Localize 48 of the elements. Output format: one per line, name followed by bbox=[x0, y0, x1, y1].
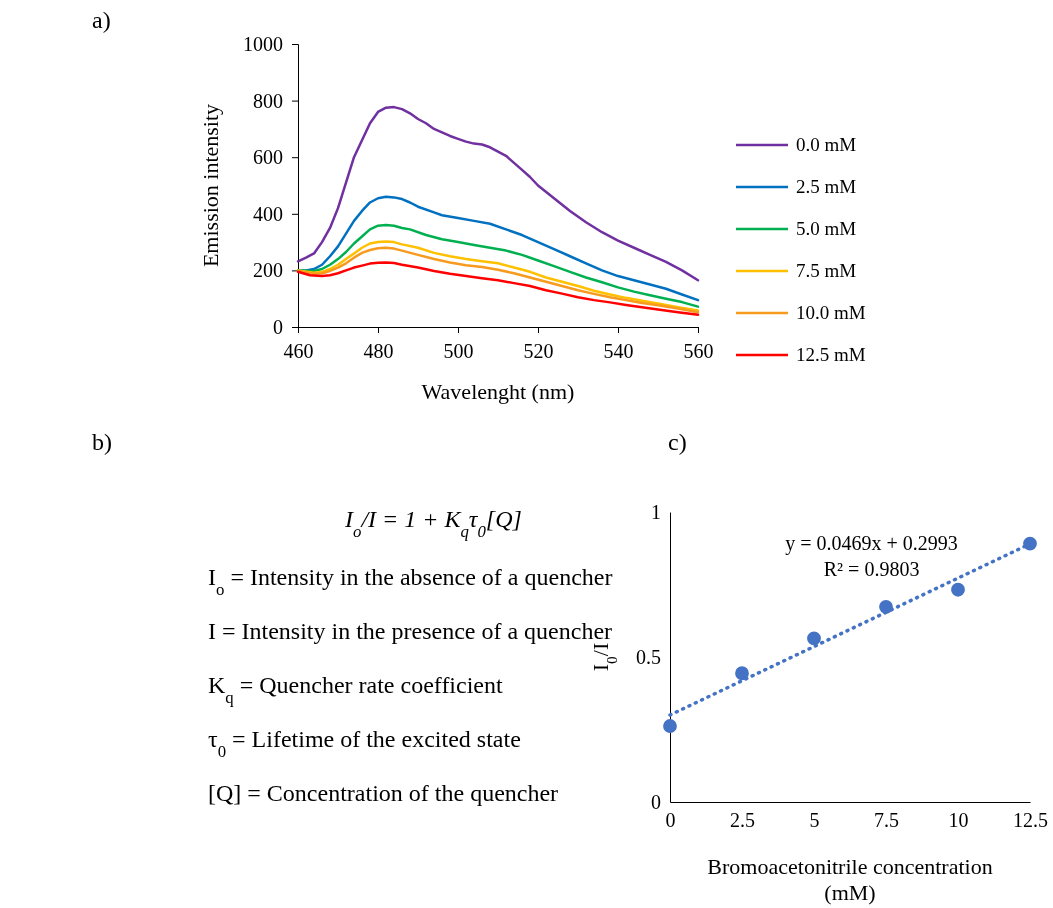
y-tick-label: 400 bbox=[253, 202, 283, 225]
x-tick-label: 520 bbox=[523, 340, 554, 362]
text: [Q] = Concentration of the quencher bbox=[208, 780, 559, 806]
text: a) bbox=[92, 7, 111, 33]
text: I$_{o}$ = Intensity in the absence of a quencher bbox=[208, 564, 613, 599]
text: I$_{o}$/I = 1 + K$_{q}$τ$_{0}$[Q] bbox=[344, 506, 522, 541]
x-tick-label: 2.5 bbox=[730, 809, 755, 831]
annotation: y = 0.0469x + 0.2993 bbox=[785, 532, 958, 555]
y-tick-label: 0.5 bbox=[636, 645, 661, 668]
x-tick-label: 500 bbox=[443, 340, 474, 362]
x-tick-label: 12.5 bbox=[1013, 809, 1048, 831]
line-series bbox=[296, 261, 700, 317]
y-tick-label: 0 bbox=[651, 790, 661, 813]
x-axis-title: Bromoacetonitrile concentration (mM) bbox=[707, 854, 993, 906]
y-tick-label: 1000 bbox=[243, 32, 283, 55]
legend-label: 7.5 mM bbox=[796, 260, 857, 281]
text: K$_{q}$ = Quencher rate coefficient bbox=[208, 672, 504, 707]
point bbox=[807, 631, 821, 646]
y-tick-label: 1 bbox=[651, 500, 661, 523]
y-tick-label: 200 bbox=[253, 259, 283, 282]
legend-label: 5.0 mM bbox=[796, 218, 857, 239]
y-axis-title: Emission intensity bbox=[198, 103, 223, 268]
line-series bbox=[296, 105, 700, 282]
text: b) bbox=[92, 429, 112, 455]
legend-label: 10.0 mM bbox=[796, 302, 866, 323]
point bbox=[951, 582, 965, 597]
x-tick-label: 0 bbox=[665, 809, 676, 831]
chart-title: c) bbox=[668, 429, 687, 455]
point bbox=[1023, 536, 1037, 551]
legend-label: 2.5 mM bbox=[796, 176, 857, 197]
x-axis-title: Wavelenght (nm) bbox=[421, 379, 575, 404]
x-tick-label: 560 bbox=[683, 340, 714, 362]
x-tick-label: 480 bbox=[363, 340, 394, 362]
y-tick-label: 600 bbox=[253, 146, 283, 169]
x-tick-label: 460 bbox=[283, 340, 314, 362]
point bbox=[663, 719, 677, 733]
x-tick-label: 5 bbox=[809, 809, 820, 831]
text: I = Intensity in the presence of a quencher bbox=[208, 618, 613, 644]
y-tick-label: 0 bbox=[273, 315, 283, 338]
x-tick-label: 10 bbox=[948, 809, 969, 831]
legend-label: 12.5 mM bbox=[796, 344, 866, 365]
legend-label: 0.0 mM bbox=[796, 134, 857, 155]
y-tick-label: 800 bbox=[253, 89, 283, 112]
text: τ$_{0}$ = Lifetime of the excited state bbox=[208, 726, 521, 761]
x-tick-label: 7.5 bbox=[874, 809, 899, 831]
point bbox=[735, 666, 749, 681]
annotation: R² = 0.9803 bbox=[823, 558, 920, 580]
x-tick-label: 540 bbox=[603, 340, 634, 362]
